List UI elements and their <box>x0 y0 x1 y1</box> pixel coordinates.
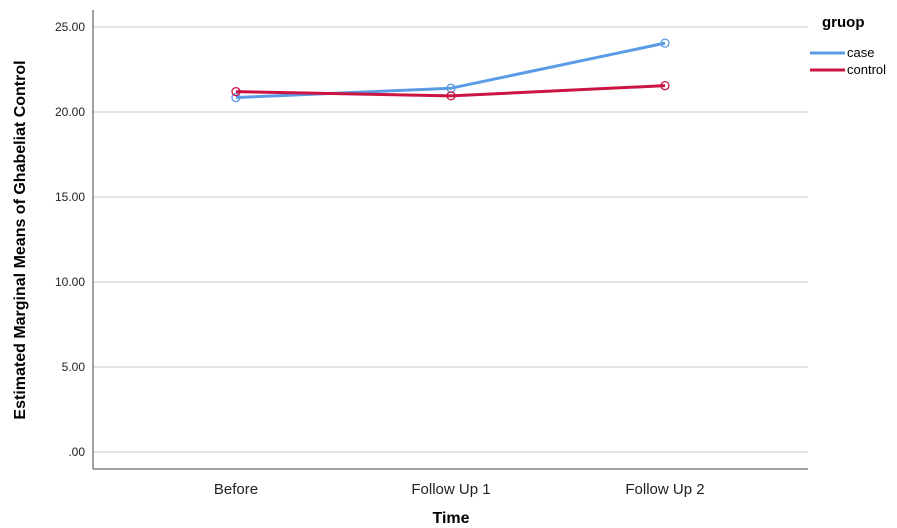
series-lines <box>231 38 670 103</box>
y-tick-label: 20.00 <box>55 105 85 119</box>
legend: gruop case control <box>810 14 886 77</box>
x-axis-title: Time <box>432 510 469 527</box>
x-tick-label: Follow Up 1 <box>411 481 490 498</box>
y-tick-label: 15.00 <box>55 190 85 204</box>
y-axis-title: Estimated Marginal Means of Ghabeliat Co… <box>12 60 29 419</box>
x-tick-labels: Before Follow Up 1 Follow Up 2 <box>214 481 705 498</box>
legend-label-case: case <box>847 45 874 60</box>
legend-title: gruop <box>822 14 865 31</box>
x-tick-label: Before <box>214 481 258 498</box>
x-tick-label: Follow Up 2 <box>625 481 704 498</box>
data-point-control <box>446 91 456 101</box>
y-tick-label: 10.00 <box>55 275 85 289</box>
data-point-case <box>231 92 241 103</box>
y-tick-label: 5.00 <box>62 360 86 374</box>
legend-label-control: control <box>847 62 886 77</box>
y-tick-label: .00 <box>68 445 85 459</box>
data-point-case <box>660 38 670 48</box>
grid-lines <box>93 26 808 453</box>
data-point-control <box>660 81 670 91</box>
y-tick-labels: .00 5.00 10.00 15.00 20.00 25.00 <box>55 20 85 459</box>
data-point-control <box>231 86 241 97</box>
y-tick-label: 25.00 <box>55 20 85 34</box>
series-line-control <box>235 84 666 98</box>
